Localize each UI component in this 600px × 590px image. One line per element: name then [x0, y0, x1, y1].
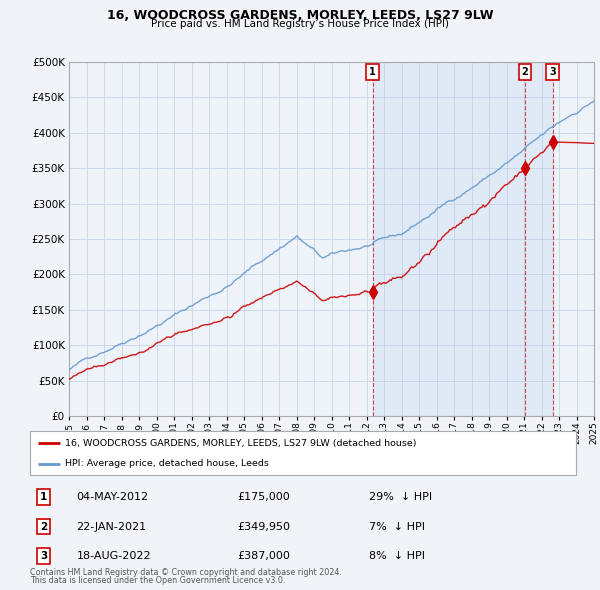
Text: £175,000: £175,000	[238, 492, 290, 502]
Text: HPI: Average price, detached house, Leeds: HPI: Average price, detached house, Leed…	[65, 460, 269, 468]
Text: 2: 2	[521, 67, 529, 77]
Text: Contains HM Land Registry data © Crown copyright and database right 2024.: Contains HM Land Registry data © Crown c…	[30, 568, 342, 577]
Text: 2: 2	[40, 522, 47, 532]
Text: This data is licensed under the Open Government Licence v3.0.: This data is licensed under the Open Gov…	[30, 576, 286, 585]
Text: 3: 3	[549, 67, 556, 77]
Text: £387,000: £387,000	[238, 551, 290, 561]
Text: 04-MAY-2012: 04-MAY-2012	[76, 492, 149, 502]
Text: Price paid vs. HM Land Registry’s House Price Index (HPI): Price paid vs. HM Land Registry’s House …	[151, 19, 449, 29]
Bar	[373, 62, 553, 416]
Text: 1: 1	[40, 492, 47, 502]
Text: 7%  ↓ HPI: 7% ↓ HPI	[368, 522, 425, 532]
Text: 16, WOODCROSS GARDENS, MORLEY, LEEDS, LS27 9LW: 16, WOODCROSS GARDENS, MORLEY, LEEDS, LS…	[107, 9, 493, 22]
Text: 3: 3	[40, 551, 47, 561]
Text: 8%  ↓ HPI: 8% ↓ HPI	[368, 551, 425, 561]
Text: 16, WOODCROSS GARDENS, MORLEY, LEEDS, LS27 9LW (detached house): 16, WOODCROSS GARDENS, MORLEY, LEEDS, LS…	[65, 438, 417, 448]
Text: 29%  ↓ HPI: 29% ↓ HPI	[368, 492, 431, 502]
Text: 18-AUG-2022: 18-AUG-2022	[76, 551, 151, 561]
Text: £349,950: £349,950	[238, 522, 290, 532]
Text: 1: 1	[369, 67, 376, 77]
Text: 22-JAN-2021: 22-JAN-2021	[76, 522, 146, 532]
